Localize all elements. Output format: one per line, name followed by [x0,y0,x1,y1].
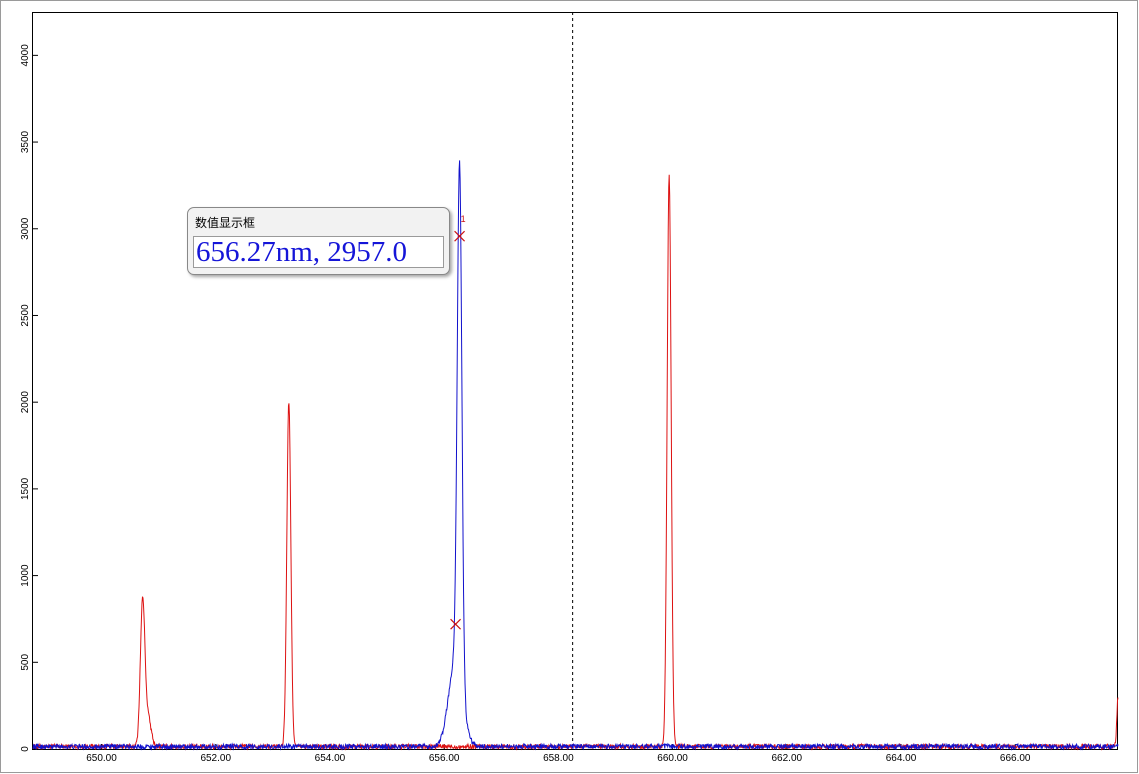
x-tick-label-6: 662.00 [771,753,802,764]
y-tick-label-8: 4000 [20,44,31,67]
x-tick-label-4: 658.00 [543,753,574,764]
y-tick-label-7: 3500 [20,130,31,153]
y-tick-label-2: 1000 [20,564,31,587]
readout-title: 数值显示框 [195,216,256,230]
plot-area [32,12,1118,750]
peak-marker-0[interactable]: 1 [454,214,466,242]
y-tick-label-3: 1500 [20,477,31,500]
x-tick-label-3: 656.00 [429,753,460,764]
readout-value: 656.27nm, 2957.0 [193,236,444,268]
x-tick-label-7: 664.00 [886,753,917,764]
peak-marker-1[interactable] [450,618,462,630]
series-line-1 [32,160,1119,751]
y-tick-label-1: 500 [20,654,31,671]
value-readout-box[interactable]: 数值显示框 656.27nm, 2957.0 [187,207,450,275]
x-tick-label-5: 660.00 [657,753,688,764]
y-tick-label-0: 0 [20,746,31,752]
y-tick-label-6: 3000 [20,217,31,240]
x-tick-label-1: 652.00 [200,753,231,764]
y-tick-label-5: 2500 [20,304,31,327]
peak-marker-label-0: 1 [461,214,466,224]
x-tick-label-0: 650.00 [86,753,117,764]
x-tick-label-8: 666.00 [1000,753,1031,764]
x-tick-label-2: 654.00 [315,753,346,764]
y-tick-label-4: 2000 [20,391,31,414]
